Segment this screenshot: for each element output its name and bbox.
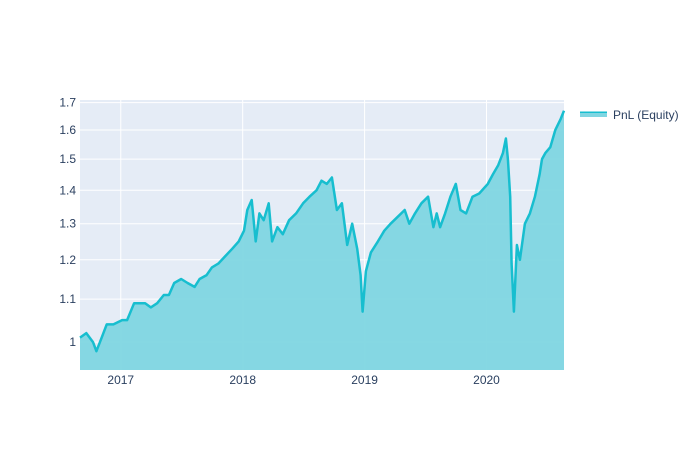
x-tick-label: 2020 [473, 373, 500, 387]
y-tick-label: 1.3 [59, 217, 76, 231]
y-axis-ticks: 1 1.1 1.2 1.3 1.4 1.5 1.6 1.7 [59, 96, 76, 349]
y-tick-label: 1.1 [59, 292, 76, 306]
legend-label-pnl-equity: PnL (Equity) [613, 108, 679, 122]
x-tick-label: 2017 [107, 373, 134, 387]
x-axis-ticks: 2017 2018 2019 2020 [107, 373, 500, 387]
equity-line [79, 110, 566, 353]
y-tick-label: 1.5 [59, 152, 76, 166]
y-tick-label: 1.6 [59, 123, 76, 137]
legend-swatch-fill [580, 113, 607, 117]
y-tick-label: 1.4 [59, 183, 76, 197]
legend[interactable]: PnL (Equity) [580, 108, 679, 122]
x-tick-label: 2019 [351, 373, 378, 387]
y-tick-label: 1.2 [59, 253, 76, 267]
y-tick-label: 1 [69, 335, 76, 349]
y-tick-label: 1.7 [59, 96, 76, 110]
x-tick-label: 2018 [229, 373, 256, 387]
equity-area [80, 110, 564, 370]
